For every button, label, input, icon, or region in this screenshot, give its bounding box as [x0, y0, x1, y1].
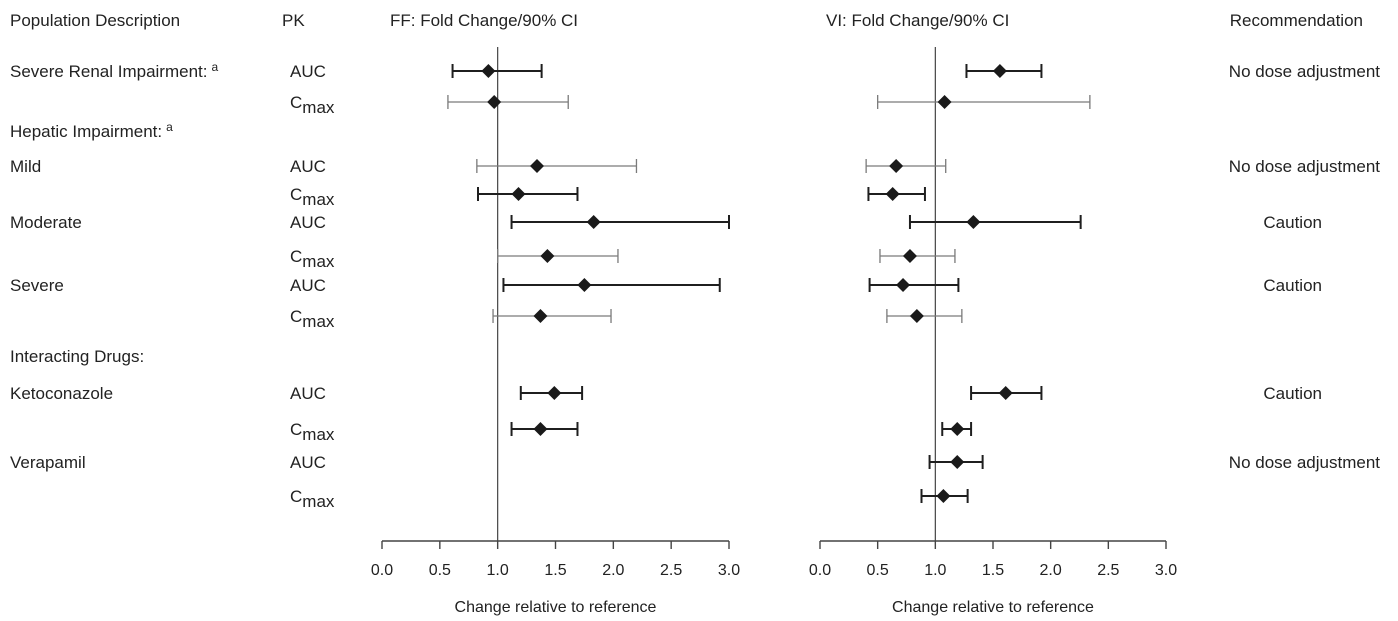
x-tick-label: 2.0: [602, 562, 624, 579]
pk-label: Cmax: [290, 487, 335, 511]
point-estimate-marker: [511, 187, 526, 201]
recommendation-label: No dose adjustment: [1229, 157, 1380, 176]
point-estimate-marker: [586, 215, 601, 229]
point-estimate-marker: [547, 386, 562, 400]
point-estimate-marker: [950, 455, 965, 469]
pk-label: AUC: [290, 62, 326, 81]
population-label: Verapamil: [10, 453, 86, 472]
header-vi: VI: Fold Change/90% CI: [826, 11, 1009, 30]
population-label: Ketoconazole: [10, 384, 113, 403]
vi-panel: 0.0 0.5 1.0 1.5 2.0 2.5 3.0 Change relative to …: [809, 47, 1177, 616]
row-labels: Severe Renal Impairment: a AUC No dose adju…: [10, 60, 1380, 511]
x-tick-label: 0.0: [809, 562, 831, 579]
point-estimate-marker: [909, 309, 924, 323]
header-recommendation: Recommendation: [1230, 11, 1363, 30]
point-estimate-marker: [487, 95, 502, 109]
point-estimate-marker: [937, 95, 952, 109]
point-estimate-marker: [966, 215, 981, 229]
population-label: Mild: [10, 157, 41, 176]
pk-label: Cmax: [290, 185, 335, 209]
x-tick-label: 0.0: [371, 562, 393, 579]
pk-label: AUC: [290, 157, 326, 176]
point-estimate-marker: [529, 159, 544, 173]
ff-panel: 0.0 0.5 1.0 1.5 2.0 2.5 3.0 Change relative to …: [371, 47, 740, 616]
header-pk: PK: [282, 11, 305, 30]
point-estimate-marker: [950, 422, 965, 436]
population-label: Severe: [10, 276, 64, 295]
pk-label: Cmax: [290, 247, 335, 271]
pk-label: AUC: [290, 276, 326, 295]
footnote-marker: a: [166, 120, 173, 134]
pk-subscript: max: [302, 492, 335, 511]
point-estimate-marker: [540, 249, 555, 263]
recommendation-label: No dose adjustment: [1229, 62, 1380, 81]
point-estimate-marker: [533, 422, 548, 436]
x-tick-label: 1.5: [544, 562, 566, 579]
pk-subscript: max: [302, 425, 335, 444]
pk-label: AUC: [290, 213, 326, 232]
x-tick-label: 3.0: [1155, 562, 1177, 579]
pk-subscript: max: [302, 252, 335, 271]
recommendation-label: Caution: [1263, 384, 1322, 403]
point-estimate-marker: [577, 278, 592, 292]
x-axis-title: Change relative to reference: [892, 599, 1094, 616]
point-estimate-marker: [885, 187, 900, 201]
header-ff: FF: Fold Change/90% CI: [390, 11, 578, 30]
x-tick-label: 1.5: [982, 562, 1004, 579]
pk-label: Cmax: [290, 420, 335, 444]
point-estimate-marker: [889, 159, 904, 173]
point-estimate-marker: [902, 249, 917, 263]
x-tick-label: 0.5: [867, 562, 889, 579]
pk-subscript: max: [302, 98, 335, 117]
point-estimate-marker: [992, 64, 1007, 78]
x-tick-label: 2.5: [1097, 562, 1119, 579]
population-label: Interacting Drugs:: [10, 347, 144, 366]
pk-subscript: max: [302, 312, 335, 331]
pk-label: Cmax: [290, 307, 335, 331]
recommendation-label: Caution: [1263, 213, 1322, 232]
x-tick-label: 3.0: [718, 562, 740, 579]
x-axis-title: Change relative to reference: [455, 599, 657, 616]
pk-label: Cmax: [290, 93, 335, 117]
population-label: Severe Renal Impairment: a: [10, 60, 218, 81]
recommendation-label: No dose adjustment: [1229, 453, 1380, 472]
footnote-marker: a: [211, 60, 218, 74]
x-tick-label: 1.0: [924, 562, 946, 579]
recommendation-label: Caution: [1263, 276, 1322, 295]
point-estimate-marker: [998, 386, 1013, 400]
point-estimate-marker: [533, 309, 548, 323]
population-label: Moderate: [10, 213, 82, 232]
pk-label: AUC: [290, 384, 326, 403]
header-population: Population Description: [10, 11, 180, 30]
population-label: Hepatic Impairment: a: [10, 120, 173, 141]
point-estimate-marker: [896, 278, 911, 292]
x-tick-label: 0.5: [429, 562, 451, 579]
x-tick-label: 2.5: [660, 562, 682, 579]
pk-subscript: max: [302, 190, 335, 209]
x-tick-label: 2.0: [1040, 562, 1062, 579]
point-estimate-marker: [481, 64, 496, 78]
point-estimate-marker: [936, 489, 951, 503]
x-tick-label: 1.0: [487, 562, 509, 579]
pk-label: AUC: [290, 453, 326, 472]
